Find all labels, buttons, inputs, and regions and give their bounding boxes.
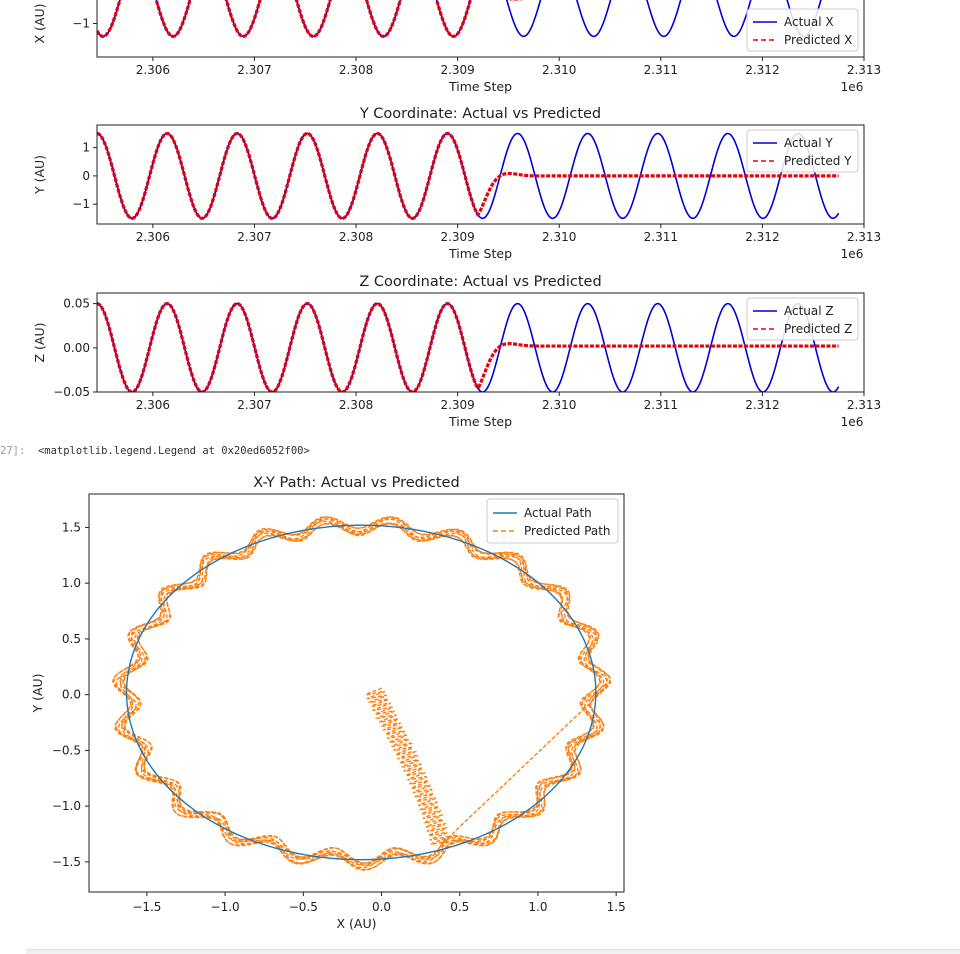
y-tick-label: 0.5 <box>62 632 81 646</box>
x-tick-label: 2.307 <box>237 230 271 244</box>
x-tick-label: −0.5 <box>289 900 318 914</box>
y-axis-label: Y (AU) <box>30 673 45 713</box>
x-tick-label: 2.310 <box>542 398 576 412</box>
x-tick-label: 1.0 <box>528 900 547 914</box>
x-tick-label: 2.308 <box>339 398 373 412</box>
x-offset-label: 1e6 <box>841 247 864 261</box>
x-tick-label: 2.311 <box>644 398 678 412</box>
y-tick-label: 0.00 <box>63 341 90 355</box>
series-group <box>97 131 840 220</box>
series-line-predicted <box>97 131 839 220</box>
x-tick-label: 2.307 <box>237 63 271 77</box>
legend-label: Actual X <box>784 15 834 29</box>
x-tick-label: 2.313 <box>847 63 881 77</box>
x-tick-label: 2.308 <box>339 63 373 77</box>
series-line-actual-path <box>125 524 597 861</box>
axes-frame <box>96 124 865 225</box>
x-tick-label: 2.306 <box>136 398 170 412</box>
y-tick-label: 0.05 <box>63 297 90 311</box>
series-line-predicted <box>97 0 526 38</box>
x-offset-label: 1e6 <box>841 80 864 94</box>
x-tick-label: 2.306 <box>136 230 170 244</box>
axes-frame <box>88 493 625 893</box>
x-tick-label: 2.308 <box>339 230 373 244</box>
x-tick-label: 2.313 <box>847 398 881 412</box>
x-tick-label: −1.0 <box>211 900 240 914</box>
legend-box <box>746 129 859 173</box>
x-tick-label: 2.311 <box>644 230 678 244</box>
legend-label: Actual Z <box>784 304 834 318</box>
xy-path-panel: X-Y Path: Actual vs Predicted −1.5 −1.0 −0.… <box>30 475 626 931</box>
y-axis-label: Z (AU) <box>32 323 47 363</box>
y-tick-label: −1.5 <box>52 855 81 869</box>
y-tick-label: 1.5 <box>62 520 81 534</box>
x-tick-label: 2.312 <box>745 63 779 77</box>
legend-label: Predicted Z <box>784 322 852 336</box>
x-tick-label: 2.306 <box>136 63 170 77</box>
series-group <box>97 0 822 38</box>
x-tick-label: 2.312 <box>745 398 779 412</box>
x-tick-label: 2.309 <box>440 398 474 412</box>
legend-label: Predicted Y <box>784 154 852 168</box>
x-tick-label: 2.307 <box>237 398 271 412</box>
legend-label: Predicted Path <box>524 524 611 538</box>
series-line-actual <box>97 302 840 392</box>
x-tick-label: 2.309 <box>440 230 474 244</box>
x-axis-label: Time Step <box>448 414 512 429</box>
legend-label: Actual Path <box>524 506 592 520</box>
y-tick-label: 0.0 <box>62 688 81 702</box>
x-tick-label: 2.310 <box>542 63 576 77</box>
x-offset-label: 1e6 <box>841 415 864 429</box>
x-tick-label: 1.5 <box>607 900 626 914</box>
x-axis-label: Time Step <box>448 246 512 261</box>
x-tick-label: 2.312 <box>745 230 779 244</box>
x-tick-label: 2.310 <box>542 230 576 244</box>
legend-box <box>486 498 619 544</box>
timeseries-panel-2: Y Coordinate: Actual vs Predicted 2.306 2.… <box>32 106 881 261</box>
y-tick-label: 1.0 <box>62 576 81 590</box>
series-group <box>97 301 840 392</box>
axes-frame <box>96 292 865 393</box>
y-tick-label: −0.5 <box>52 743 81 757</box>
timeseries-panel-1: 2.306 2.307 2.308 2.309 2.310 2.311 2.312 2.313… <box>32 0 881 94</box>
notebook-bottom-bar <box>26 949 960 954</box>
x-axis-label: Time Step <box>448 79 512 94</box>
series-line-predicted <box>97 301 839 392</box>
cell-prompt: 27]: <box>0 445 26 457</box>
y-axis-label: X (AU) <box>32 4 47 44</box>
x-axis-label: X (AU) <box>337 916 377 931</box>
x-tick-label: 0.0 <box>372 900 391 914</box>
legend-box <box>746 8 859 52</box>
y-tick-label: −1.0 <box>52 799 81 813</box>
x-tick-label: 2.309 <box>440 63 474 77</box>
x-tick-label: 2.311 <box>644 63 678 77</box>
y-tick-label: 1 <box>82 141 90 155</box>
x-tick-label: −1.5 <box>132 900 161 914</box>
legend-label: Predicted X <box>784 33 852 47</box>
y-tick-label: −0.05 <box>53 385 90 399</box>
series-group <box>112 516 612 871</box>
series-line-actual <box>97 132 840 220</box>
panel-title: Z Coordinate: Actual vs Predicted <box>359 274 601 290</box>
x-tick-label: 0.5 <box>450 900 469 914</box>
legend-label: Actual Y <box>784 136 833 150</box>
y-axis-label: Y (AU) <box>32 155 47 195</box>
cell-output-text: <matplotlib.legend.Legend at 0x20ed6052f… <box>37 445 310 457</box>
panel-title: X-Y Path: Actual vs Predicted <box>253 475 459 491</box>
series-line-predicted-path <box>112 516 612 871</box>
cell-output: 27]: <matplotlib.legend.Legend at 0x20ed… <box>0 445 310 463</box>
y-tick-label: −1 <box>72 17 90 31</box>
x-tick-label: 2.313 <box>847 230 881 244</box>
y-tick-label: 0 <box>82 169 90 183</box>
panel-title: Y Coordinate: Actual vs Predicted <box>359 106 601 122</box>
y-tick-label: −1 <box>72 197 90 211</box>
legend-box <box>746 297 859 341</box>
timeseries-panel-3: Z Coordinate: Actual vs Predicted 2.306 2.… <box>32 274 881 429</box>
